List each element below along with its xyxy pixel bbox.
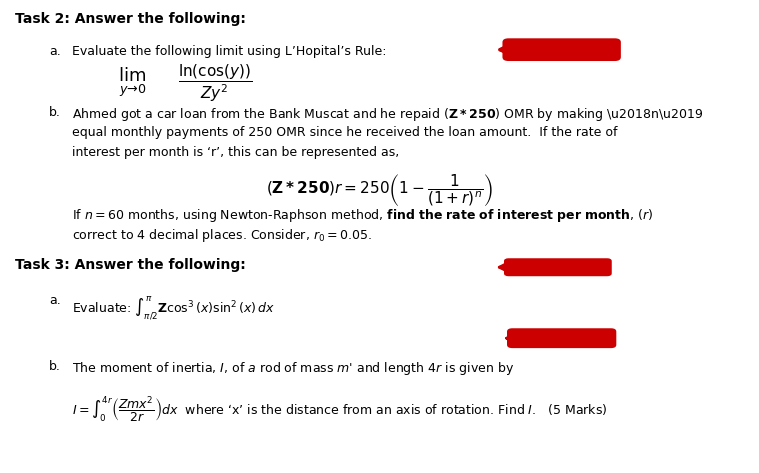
Text: Evaluate: $\int_{\pi/2}^{\pi} \mathbf{Z}\cos^3(x)\sin^2(x)\, dx$: Evaluate: $\int_{\pi/2}^{\pi} \mathbf{Z}… [72,294,276,321]
FancyBboxPatch shape [504,258,612,276]
Text: a.: a. [49,294,61,307]
Text: b.: b. [49,106,61,119]
FancyBboxPatch shape [507,328,616,348]
Text: equal monthly payments of 250 OMR since he received the loan amount.  If the rat: equal monthly payments of 250 OMR since … [72,126,618,139]
Text: Evaluate the following limit using L’Hopital’s Rule:: Evaluate the following limit using L’Hop… [72,45,386,58]
Text: The moment of inertia, $I$, of $\mathit{a}$ rod of mass $\mathit{m}$' and length: The moment of inertia, $I$, of $\mathit{… [72,360,514,377]
Text: $I = \int_0^{4r} \left(\dfrac{Zmx^2}{2r}\right) dx$  where ‘x’ is the distance f: $I = \int_0^{4r} \left(\dfrac{Zmx^2}{2r}… [72,395,608,425]
Text: Ahmed got a car loan from the Bank Muscat and he repaid ($\mathbf{Z * 250}$) OMR: Ahmed got a car loan from the Bank Musca… [72,106,704,123]
Text: Task 2: Answer the following:: Task 2: Answer the following: [15,12,246,26]
Text: $\dfrac{\mathrm{ln}(\cos(y))}{Zy^2}$: $\dfrac{\mathrm{ln}(\cos(y))}{Zy^2}$ [178,62,253,104]
Text: Task 3: Answer the following:: Task 3: Answer the following: [15,258,246,272]
FancyBboxPatch shape [502,38,621,61]
Text: $\lim_{y \to 0}$: $\lim_{y \to 0}$ [118,65,146,99]
Text: correct to 4 decimal places. Consider, $r_0 = 0.05$.: correct to 4 decimal places. Consider, $… [72,227,372,244]
Text: interest per month is ‘r’, this can be represented as,: interest per month is ‘r’, this can be r… [72,146,399,159]
Text: a.: a. [49,45,61,58]
Text: b.: b. [49,360,61,373]
Text: $(\mathbf{Z * 250})r = 250\left(1 - \dfrac{1}{(1+r)^n}\right)$: $(\mathbf{Z * 250})r = 250\left(1 - \dfr… [266,172,493,208]
Text: If $n = 60$ months, using Newton-Raphson method, $\mathbf{find\ the\ rate\ of\ i: If $n = 60$ months, using Newton-Raphson… [72,207,653,224]
